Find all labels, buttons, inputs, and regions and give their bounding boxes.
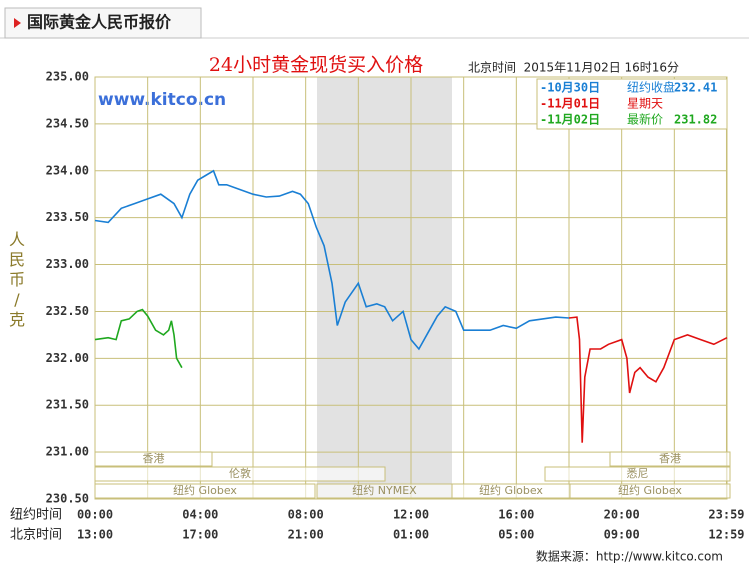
y-tick-label: 234.00 — [46, 163, 89, 177]
x-row-label: 北京时间 — [10, 528, 62, 543]
y-tick-label: 234.50 — [46, 116, 89, 130]
x-row-label: 纽约时间 — [10, 508, 62, 523]
session-label: 香港 — [659, 452, 681, 465]
x-tick-label: 23:59 — [708, 508, 744, 522]
x-tick-label-beijing: 17:00 — [182, 528, 218, 542]
session-bar — [94, 466, 386, 482]
y-tick-label: 231.50 — [46, 398, 89, 412]
x-tick-label: 20:00 — [604, 508, 640, 522]
x-tick-label: 00:00 — [77, 508, 113, 522]
tab[interactable] — [4, 7, 202, 39]
legend-name: -11月02日 — [540, 113, 600, 127]
x-tick-label: 16:00 — [498, 508, 534, 522]
legend-label: 最新价 — [627, 112, 663, 127]
session-label: 纽约 Globex — [479, 483, 543, 497]
tab-icon — [14, 18, 21, 28]
y-axis-label-char: 人 — [9, 230, 25, 249]
session-label: 香港 — [143, 452, 165, 465]
legend-name: -10月30日 — [540, 81, 600, 95]
tab-title[interactable]: 国际黄金人民币报价 — [27, 13, 172, 32]
y-tick-label: 232.00 — [46, 351, 89, 365]
legend-name: -11月01日 — [540, 97, 600, 111]
y-axis-label-char: 民 — [9, 250, 25, 269]
session-bar — [94, 483, 316, 499]
price-line — [94, 308, 183, 369]
chart-subtitle: 北京时间 2015年11月02日 16时16分 — [468, 61, 679, 75]
x-tick-label-beijing: 13:00 — [77, 528, 113, 542]
nymex-shade — [317, 77, 452, 499]
y-tick-label: 235.00 — [46, 70, 89, 84]
legend-label: 星期天 — [627, 97, 663, 111]
legend-label: 纽约收盘 — [627, 80, 675, 95]
legend-price: 231.82 — [674, 113, 717, 127]
x-tick-label: 12:00 — [393, 508, 429, 522]
x-tick-label-beijing: 21:00 — [288, 528, 324, 542]
session-label: 悉尼 — [627, 467, 649, 480]
y-axis-label-char: / — [14, 290, 20, 309]
watermark: www.kitco.cn — [98, 90, 226, 110]
session-bar — [569, 483, 731, 499]
y-tick-label: 233.50 — [46, 210, 89, 224]
y-axis-label-char: 克 — [9, 310, 25, 329]
x-tick-label-beijing: 09:00 — [604, 528, 640, 542]
price-line — [568, 316, 728, 443]
x-tick-label: 04:00 — [182, 508, 218, 522]
session-bar — [609, 451, 731, 467]
session-label: 纽约 Globex — [173, 483, 237, 497]
session-bar — [94, 451, 213, 467]
x-tick-label-beijing: 05:00 — [498, 528, 534, 542]
x-tick-label-beijing: 01:00 — [393, 528, 429, 542]
chart-title: 24小时黄金现货买入价格 — [209, 54, 423, 76]
x-tick-label: 08:00 — [288, 508, 324, 522]
x-tick-label-beijing: 12:59 — [708, 528, 744, 542]
y-tick-label: 231.00 — [46, 445, 89, 459]
session-label: 纽约 Globex — [618, 483, 682, 497]
source: 数据来源：http://www.kitco.com — [536, 549, 723, 564]
session-bar — [544, 466, 731, 482]
y-tick-label: 232.50 — [46, 304, 89, 318]
y-tick-label: 233.00 — [46, 257, 89, 271]
legend-price: 232.41 — [674, 81, 717, 95]
price-line — [94, 169, 570, 351]
session-label: 伦敦 — [229, 466, 251, 480]
y-axis-label: 人民币/克 — [9, 230, 25, 329]
session-label: 纽约 NYMEX — [352, 483, 417, 497]
legend — [536, 78, 728, 130]
y-axis-label-char: 币 — [9, 270, 25, 289]
y-tick-label: 230.50 — [46, 492, 89, 506]
